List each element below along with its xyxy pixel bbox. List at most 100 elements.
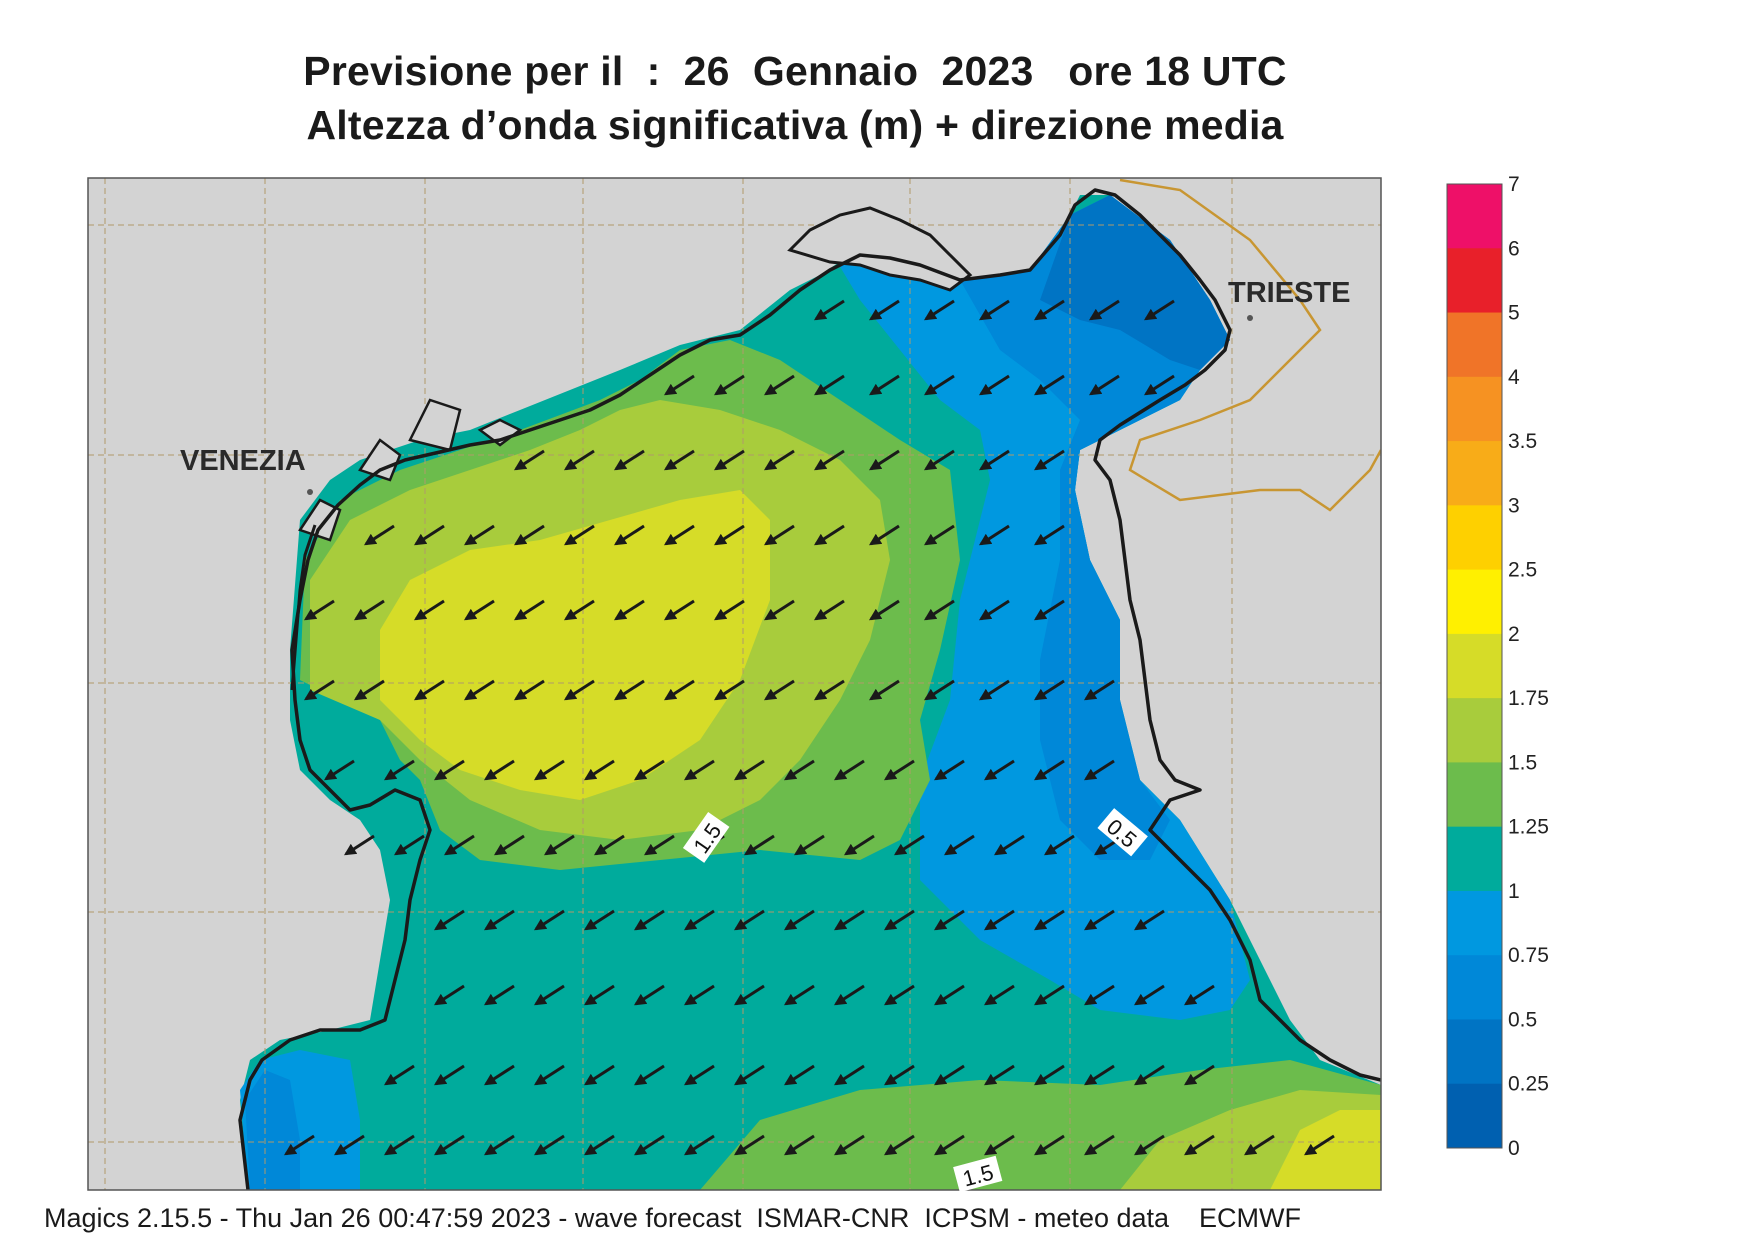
south-west-arrow-icon	[683, 1134, 715, 1156]
colorbar-tick-label: 0.5	[1508, 1008, 1537, 1031]
south-west-arrow-icon	[893, 834, 925, 856]
south-west-arrow-icon	[923, 449, 955, 471]
colorbar-tick-label: 0.25	[1508, 1073, 1549, 1096]
colorbar-tick-label: 7	[1508, 173, 1520, 196]
south-west-arrow-icon	[1033, 599, 1065, 621]
south-west-arrow-icon	[813, 599, 845, 621]
colorbar-segment	[1447, 1019, 1502, 1085]
city-label-trieste: TRIESTE	[1228, 277, 1350, 309]
south-west-arrow-icon	[1183, 1064, 1215, 1086]
colorbar-frame	[1446, 183, 1503, 1149]
south-west-arrow-icon	[763, 524, 795, 546]
south-west-arrow-icon	[813, 449, 845, 471]
south-west-arrow-icon	[733, 759, 765, 781]
south-west-arrow-icon	[1133, 909, 1165, 931]
south-west-arrow-icon	[483, 909, 515, 931]
south-west-arrow-icon	[983, 984, 1015, 1006]
south-west-arrow-icon	[783, 909, 815, 931]
south-west-arrow-icon	[463, 599, 495, 621]
band-0.25-0.5	[1040, 195, 1230, 370]
south-west-arrow-icon	[933, 759, 965, 781]
south-west-arrow-icon	[593, 834, 625, 856]
colorbar-tick-label: 0.75	[1508, 944, 1549, 967]
south-west-arrow-icon	[1033, 679, 1065, 701]
south-west-arrow-icon	[733, 984, 765, 1006]
south-west-arrow-icon	[783, 1134, 815, 1156]
south-west-arrow-icon	[463, 679, 495, 701]
venice-lagoon	[298, 398, 523, 542]
south-west-arrow-icon	[868, 449, 900, 471]
south-west-arrow-icon	[763, 679, 795, 701]
south-west-arrow-icon	[1133, 984, 1165, 1006]
south-west-arrow-icon	[583, 1064, 615, 1086]
south-west-arrow-icon	[978, 524, 1010, 546]
south-west-arrow-icon	[933, 1134, 965, 1156]
south-west-arrow-icon	[663, 679, 695, 701]
south-west-arrow-icon	[563, 679, 595, 701]
south-west-arrow-icon	[923, 299, 955, 321]
city-label-venezia: VENEZIA	[180, 445, 306, 477]
south-west-arrow-icon	[983, 1064, 1015, 1086]
south-west-arrow-icon	[383, 1134, 415, 1156]
south-west-arrow-icon	[763, 374, 795, 396]
south-west-arrow-icon	[583, 1134, 615, 1156]
south-west-arrow-icon	[813, 679, 845, 701]
colorbar-tick-label: 3.5	[1508, 430, 1537, 453]
south-west-arrow-icon	[583, 759, 615, 781]
south-west-arrow-icon	[833, 1064, 865, 1086]
colorbar-segment	[1447, 762, 1502, 828]
south-west-arrow-icon	[363, 524, 395, 546]
south-west-arrow-icon	[533, 759, 565, 781]
south-west-arrow-icon	[303, 679, 335, 701]
south-west-arrow-icon	[343, 834, 375, 856]
south-west-arrow-icon	[663, 524, 695, 546]
south-west-arrow-icon	[613, 679, 645, 701]
south-west-arrow-icon	[633, 1134, 665, 1156]
venice-lido	[290, 524, 317, 691]
south-west-arrow-icon	[793, 834, 825, 856]
south-west-arrow-icon	[483, 1134, 515, 1156]
south-west-arrow-icon	[433, 1064, 465, 1086]
wave-direction-arrows	[283, 299, 1335, 1156]
south-west-arrow-icon	[533, 1064, 565, 1086]
south-west-arrow-icon	[333, 1134, 365, 1156]
colorbar-tick-label: 1.5	[1508, 751, 1537, 774]
title-line-1: Previsione per il : 26 Gennaio 2023 ore …	[303, 48, 1287, 94]
south-west-arrow-icon	[393, 834, 425, 856]
south-west-arrow-icon	[843, 834, 875, 856]
south-west-arrow-icon	[513, 524, 545, 546]
colorbar: 7 6 5 4 3.5 3 2.5 2 1.75 1.5 1.25 1 0.75 0.5 0.25 0	[1446, 173, 1549, 1160]
south-west-arrow-icon	[783, 984, 815, 1006]
south-west-arrow-icon	[1088, 299, 1120, 321]
south-west-arrow-icon	[978, 299, 1010, 321]
south-west-arrow-icon	[868, 374, 900, 396]
south-west-arrow-icon	[983, 759, 1015, 781]
south-west-arrow-icon	[923, 374, 955, 396]
colorbar-segment	[1447, 248, 1502, 314]
south-west-arrow-icon	[583, 984, 615, 1006]
south-west-arrow-icon	[483, 984, 515, 1006]
south-west-arrow-icon	[883, 984, 915, 1006]
colorbar-segment	[1447, 1083, 1502, 1149]
colorbar-tick-label: 5	[1508, 302, 1520, 325]
colorbar-tick-label: 2.5	[1508, 559, 1537, 582]
south-west-arrow-icon	[978, 679, 1010, 701]
colorbar-segment	[1447, 376, 1502, 442]
south-west-arrow-icon	[283, 1134, 315, 1156]
south-west-arrow-icon	[1133, 1064, 1165, 1086]
colorbar-segment	[1447, 826, 1502, 892]
south-west-arrow-icon	[933, 909, 965, 931]
south-west-arrow-icon	[1083, 909, 1115, 931]
colorbar-segment	[1447, 698, 1502, 763]
south-west-arrow-icon	[513, 599, 545, 621]
south-west-arrow-icon	[1033, 524, 1065, 546]
national-border	[1119, 178, 1381, 512]
south-west-arrow-icon	[883, 1064, 915, 1086]
south-west-arrow-icon	[543, 834, 575, 856]
south-west-arrow-icon	[583, 909, 615, 931]
colorbar-segment	[1447, 441, 1502, 506]
band-1.75-2-south	[1270, 1110, 1381, 1190]
south-west-arrow-icon	[1033, 1064, 1065, 1086]
south-west-arrow-icon	[883, 909, 915, 931]
